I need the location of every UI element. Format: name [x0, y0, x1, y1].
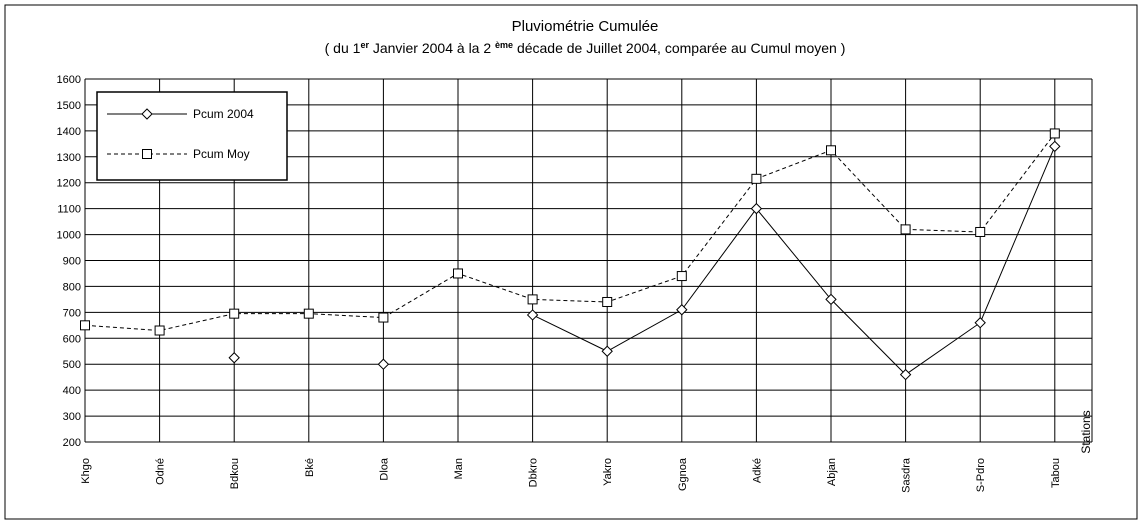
legend-box [96, 91, 288, 181]
data-point [751, 173, 762, 184]
data-point [1049, 128, 1060, 139]
legend-label: Pcum 2004 [193, 107, 254, 121]
data-point [602, 296, 613, 307]
subtitle-superscript: ème [495, 40, 513, 50]
x-tick-label: Man [453, 458, 465, 479]
data-point [1049, 140, 1061, 153]
data-point [676, 271, 687, 282]
y-tick-label: 200 [63, 437, 81, 449]
x-tick-label: Tabou [1050, 458, 1062, 488]
data-point [974, 317, 986, 329]
chart-subtitle: ( du 1er Janvier 2004 à la 2 ème décade … [325, 40, 846, 56]
x-tick-label: Dbkro [528, 458, 540, 487]
y-tick-label: 700 [63, 307, 81, 319]
data-point [154, 325, 165, 336]
data-point [378, 312, 389, 323]
data-point [303, 308, 314, 319]
subtitle-part: Janvier 2004 à la 2 [369, 40, 495, 56]
data-point [526, 309, 539, 321]
x-tick-label: Adké [751, 458, 763, 483]
x-tick-label: Ggnoa [677, 457, 689, 491]
x-axis-label: Stations [1079, 410, 1093, 453]
x-tick-label: Khgo [80, 458, 92, 484]
data-point [900, 224, 911, 235]
chart-border [4, 4, 1138, 520]
y-tick-label: 1600 [57, 74, 81, 86]
y-tick-label: 1200 [57, 178, 81, 190]
y-tick-label: 900 [63, 256, 81, 268]
data-point [527, 294, 538, 305]
x-tick-label: Bké [304, 458, 316, 477]
data-point [750, 202, 763, 215]
legend-marker [141, 108, 153, 120]
data-point [377, 358, 390, 370]
chart-title: Pluviométrie Cumulée [512, 18, 659, 35]
data-point [229, 308, 240, 319]
x-tick-label: Bdkou [229, 458, 241, 489]
legend-marker [142, 149, 152, 159]
x-tick-label: Dloa [378, 457, 390, 481]
data-point [228, 352, 240, 364]
x-tick-label: Yakro [602, 458, 614, 486]
y-tick-label: 1000 [57, 230, 81, 242]
data-point [453, 268, 463, 279]
data-point [899, 368, 912, 381]
x-tick-label: Sasdra [901, 457, 913, 493]
y-tick-label: 800 [63, 281, 81, 293]
y-tick-label: 1400 [57, 126, 81, 138]
series-line [84, 133, 1056, 332]
x-tick-label: Odné [155, 458, 167, 485]
subtitle-part: ( du 1 [325, 40, 361, 56]
y-tick-label: 1100 [57, 204, 81, 216]
legend-label: Pcum Moy [193, 147, 250, 161]
data-point [601, 345, 613, 357]
x-tick-label: Abjan [826, 458, 838, 486]
y-tick-label: 300 [63, 411, 81, 423]
data-point [80, 320, 90, 331]
data-point [975, 226, 986, 237]
y-tick-label: 1500 [57, 100, 81, 112]
y-tick-label: 400 [63, 385, 81, 397]
y-tick-label: 500 [63, 359, 81, 371]
x-tick-label: S-Pdro [975, 458, 987, 492]
y-tick-label: 1300 [57, 152, 81, 164]
subtitle-superscript: er [360, 40, 369, 50]
data-point [826, 145, 836, 156]
data-point [676, 304, 688, 316]
y-tick-label: 600 [63, 333, 81, 345]
subtitle-part: décade de Juillet 2004, comparée au Cumu… [513, 40, 845, 56]
data-point [825, 293, 837, 306]
series-line [532, 146, 1056, 376]
